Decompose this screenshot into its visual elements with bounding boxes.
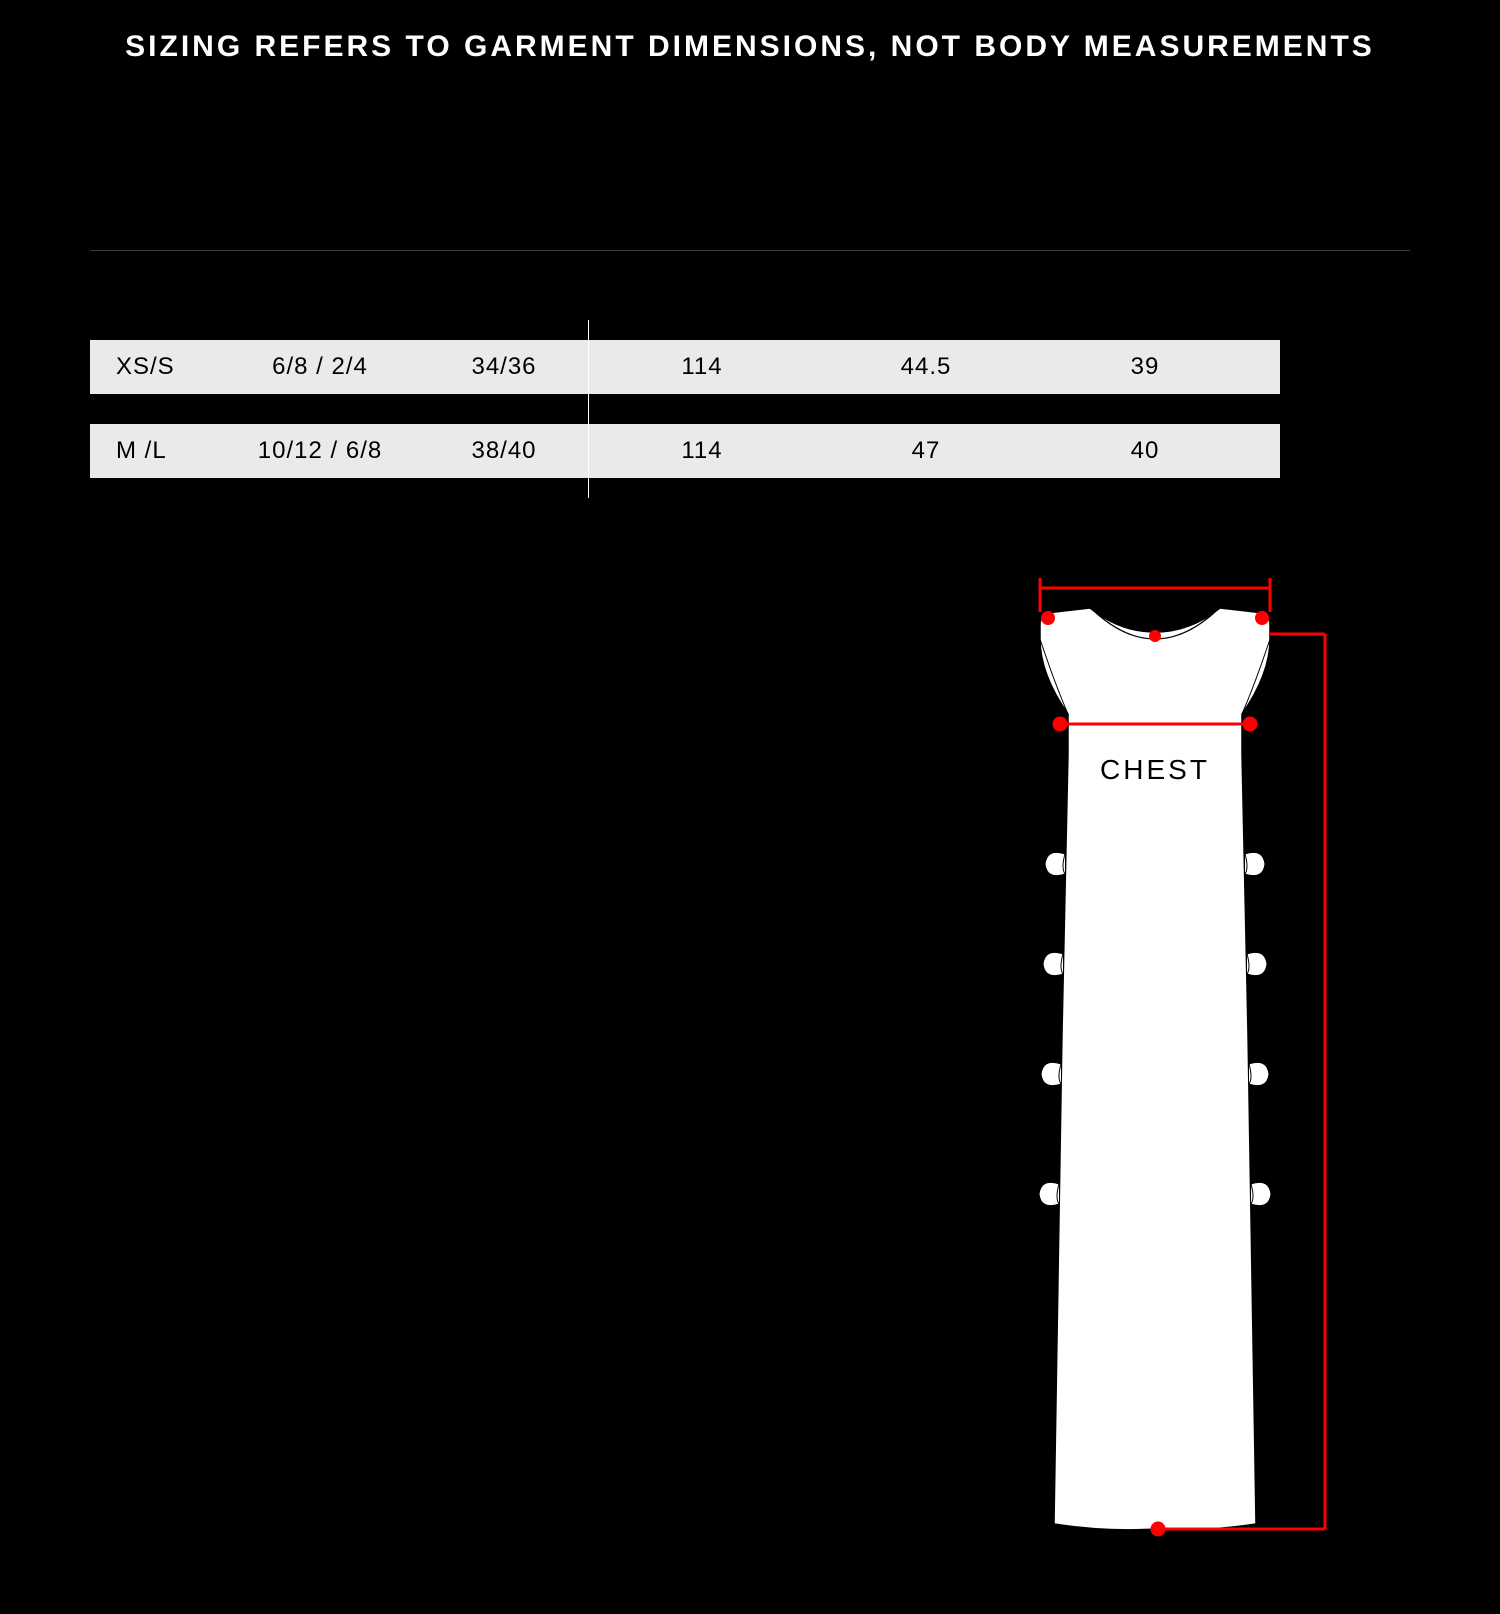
table-row: M /L 10/12 / 6/8 38/40 114 47 40 <box>90 424 1280 478</box>
column-separator <box>588 404 589 498</box>
cell-shoulder: 39 <box>1036 353 1254 381</box>
table-row: XS/S 6/8 / 2/4 34/36 114 44.5 39 <box>90 340 1280 394</box>
cell-uk-us: 10/12 / 6/8 <box>220 437 420 465</box>
garment-diagram: CHEST <box>980 554 1330 1554</box>
chest-label: CHEST <box>1100 754 1210 786</box>
cell-size: M /L <box>90 437 220 465</box>
cell-eu: 34/36 <box>420 353 588 381</box>
dress-svg <box>980 554 1330 1554</box>
size-table: XS/S 6/8 / 2/4 34/36 114 44.5 39 M /L 10… <box>90 340 1280 508</box>
cell-size: XS/S <box>90 353 220 381</box>
cell-eu: 38/40 <box>420 437 588 465</box>
divider <box>90 250 1410 251</box>
cell-length: 114 <box>588 437 816 465</box>
cell-shoulder: 40 <box>1036 437 1254 465</box>
cell-length: 114 <box>588 353 816 381</box>
cell-chest: 47 <box>816 437 1036 465</box>
page-title: SIZING REFERS TO GARMENT DIMENSIONS, NOT… <box>0 0 1500 64</box>
cell-chest: 44.5 <box>816 353 1036 381</box>
column-separator <box>588 320 589 414</box>
cell-uk-us: 6/8 / 2/4 <box>220 353 420 381</box>
